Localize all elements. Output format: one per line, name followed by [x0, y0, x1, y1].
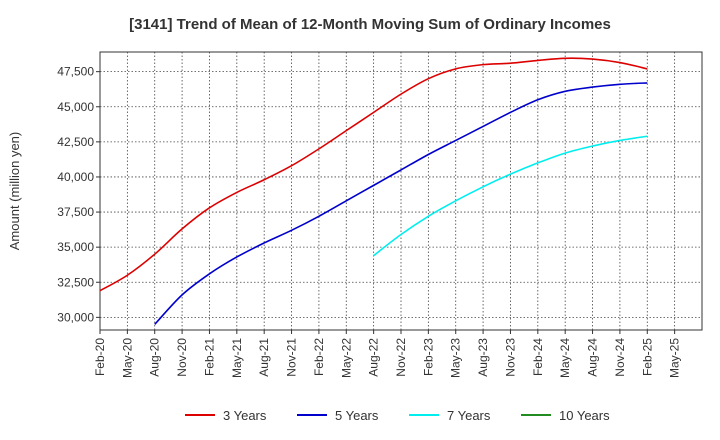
y-tick-label: 47,500: [57, 65, 94, 79]
series-line-5-years: [154, 82, 648, 325]
x-tick-label: Aug-20: [148, 338, 162, 377]
x-tick-label: Aug-24: [586, 338, 600, 377]
legend-label-7-years: 7 Years: [447, 408, 491, 423]
x-tick-label: Feb-20: [93, 338, 107, 376]
x-tick-label: May-20: [120, 338, 134, 378]
x-tick-label: Feb-24: [531, 338, 545, 376]
x-tick-label: Aug-21: [257, 338, 271, 377]
x-tick-label: Nov-22: [394, 338, 408, 377]
plot-area: 30,000 32,500 35,000 37,500 40,000 42,500 45,0…: [57, 51, 703, 378]
x-tick-label: Nov-21: [285, 338, 299, 377]
x-tick-label: Feb-22: [312, 338, 326, 376]
legend-label-10-years: 10 Years: [559, 408, 610, 423]
chart-title: [3141] Trend of Mean of 12-Month Moving …: [129, 16, 611, 33]
y-tick-label: 30,000: [57, 310, 94, 324]
x-tick-label: Nov-20: [175, 338, 189, 377]
y-tick-label: 35,000: [57, 240, 94, 254]
x-tick-label: Aug-22: [367, 338, 381, 377]
x-tick-label: May-23: [449, 338, 463, 378]
x-tick-label: Nov-23: [503, 338, 517, 377]
legend: 3 Years 5 Years 7 Years 10 Years: [185, 408, 610, 423]
y-tick-label: 37,500: [57, 205, 94, 219]
y-tick-label: 40,000: [57, 170, 94, 184]
x-tick-label: May-22: [339, 338, 353, 378]
y-tick-label: 32,500: [57, 275, 94, 289]
x-tick-label: May-25: [668, 338, 682, 378]
x-tick-label: Aug-23: [476, 338, 490, 377]
series-line-7-years: [373, 135, 648, 257]
series-line-3-years: [99, 57, 648, 292]
x-tick-label: Feb-21: [202, 338, 216, 376]
x-tick-label: Feb-23: [421, 338, 435, 376]
legend-label-5-years: 5 Years: [335, 408, 379, 423]
y-axis-label: Amount (million yen): [7, 132, 22, 251]
y-tick-label: 42,500: [57, 135, 94, 149]
x-tick-label: May-21: [230, 338, 244, 378]
y-tick-label: 45,000: [57, 100, 94, 114]
x-tick-label: Feb-25: [640, 338, 654, 376]
x-tick-label: May-24: [558, 338, 572, 378]
legend-label-3-years: 3 Years: [223, 408, 267, 423]
x-tick-label: Nov-24: [613, 338, 627, 377]
